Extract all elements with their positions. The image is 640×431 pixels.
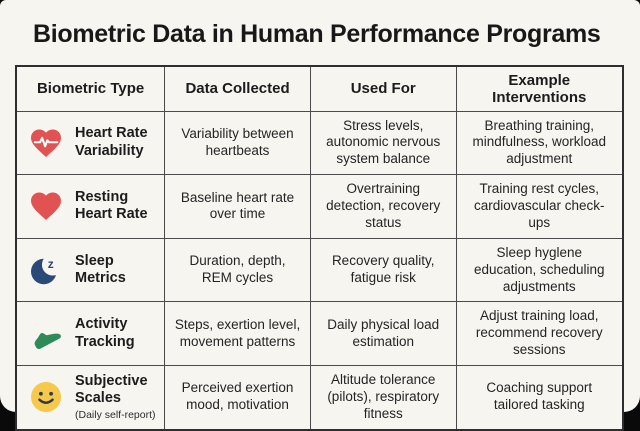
table-body: Heart Rate Variability Variability betwee… — [15, 110, 624, 431]
column-header-0: Biometric Type — [15, 65, 166, 112]
table-row: Heart Rate Variability Variability betwee… — [15, 110, 624, 176]
data-collected-cell: Baseline heart rate over time — [164, 174, 311, 239]
used-for-cell: Overtraining detection, recovery status — [309, 174, 457, 239]
data-collected-cell: Duration, depth, REM cycles — [164, 237, 311, 303]
table-row: Subjective Scales (Daily self-report) Perc… — [15, 364, 624, 431]
interventions-cell: Breathing training, mindfulness, workloa… — [455, 110, 624, 176]
biometric-type-label: Sleep Metrics — [75, 252, 126, 287]
heart-pulse-icon — [27, 124, 65, 162]
biometric-type-cell: Subjective Scales (Daily self-report) — [15, 364, 166, 431]
biometric-type-note: (Daily self-report) — [75, 408, 156, 421]
data-collected-cell: Variability between heartbeats — [164, 110, 311, 176]
used-for-cell: Recovery quality, fatigue risk — [309, 237, 457, 303]
data-collected-cell: Steps, exertion level, movement patterns — [164, 301, 311, 366]
page-title: Biometric Data in Human Performance Prog… — [33, 20, 601, 48]
interventions-cell: Coaching support tailored tasking — [455, 364, 624, 431]
column-header-2: Used For — [309, 65, 457, 112]
biometric-type-label: Activity Tracking — [75, 316, 135, 350]
column-header-3: Example Interventions — [455, 65, 624, 112]
biometric-type-cell: Activity Tracking — [15, 301, 166, 366]
biometric-type-label: Subjective Scales — [75, 372, 148, 407]
used-for-cell: Altitude tolerance (pilots), respiratory… — [309, 364, 457, 431]
table-header-row: Biometric Type Data Collected Used For Exam… — [15, 65, 624, 112]
svg-text:z: z — [48, 257, 54, 271]
biometric-type-label: Resting Heart Rate — [75, 189, 148, 223]
used-for-cell: Daily physical load estimation — [309, 301, 457, 366]
data-collected-cell: Perceived exertion mood, motivation — [164, 364, 311, 431]
biometric-table: Biometric Type Data Collected Used For Exam… — [15, 65, 624, 431]
moon-sleep-icon: z — [27, 251, 65, 289]
table-row: z Sleep Metrics Duration, depth, REM cycle… — [15, 237, 624, 303]
table-row: Activity Tracking Steps, exertion level, … — [15, 301, 624, 366]
interventions-cell: Sleep hyglene education, scheduling adju… — [455, 237, 624, 303]
used-for-cell: Stress levels, autonomic nervous system … — [309, 110, 457, 176]
shoe-icon — [27, 315, 65, 353]
biometric-type-cell: Heart Rate Variability — [15, 110, 166, 176]
biometric-type-cell: z Sleep Metrics — [15, 237, 166, 303]
biometric-type-label: Heart Rate Variability — [75, 125, 148, 159]
interventions-cell: Adjust training load, recommend recovery… — [455, 301, 624, 366]
column-header-1: Data Collected — [164, 65, 311, 112]
biometric-type-cell: Resting Heart Rate — [15, 174, 166, 239]
interventions-cell: Training rest cycles, cardiovascular che… — [455, 174, 624, 239]
smiley-icon — [27, 378, 65, 416]
heart-icon — [27, 187, 65, 225]
table-row: Resting Heart Rate Baseline heart rate ov… — [15, 174, 624, 239]
